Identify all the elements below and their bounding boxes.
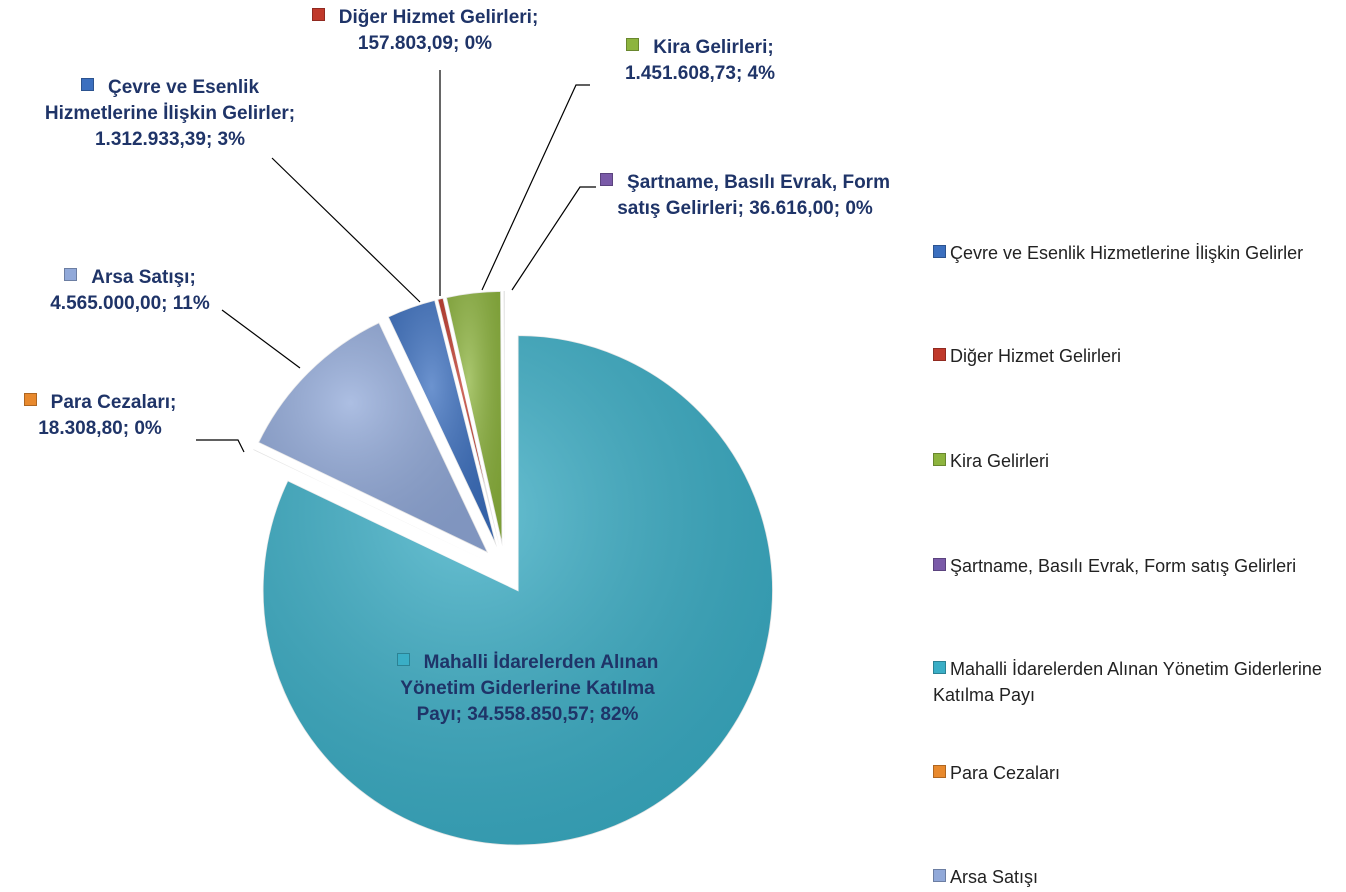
label-swatch — [396, 653, 410, 666]
legend-swatch — [933, 453, 946, 466]
leader-line — [271, 157, 421, 303]
label-sep: ; — [455, 704, 462, 725]
label-value: 1.312.933,39 — [94, 129, 206, 150]
legend-entry: Diğer Hizmet Gelirleri — [933, 343, 1343, 369]
data-label: Arsa Satışı; 4.565.000,00; 11% — [5, 265, 255, 317]
label-name: Şartname, Basılı Evrak, Form satış Gelir… — [617, 172, 890, 219]
legend-swatch — [933, 558, 946, 571]
label-value: 18.308,80 — [38, 418, 123, 439]
label-percent: 0% — [845, 198, 873, 219]
leader-line — [481, 84, 590, 291]
label-swatch — [600, 173, 614, 186]
legend-swatch — [933, 245, 946, 258]
legend-entry: Para Cezaları — [933, 760, 1343, 786]
label-sep: ; — [189, 267, 196, 288]
legend-swatch — [933, 348, 946, 361]
label-name: Çevre ve Esenlik Hizmetlerine İlişkin Ge… — [44, 77, 289, 124]
legend-label: Şartname, Basılı Evrak, Form satış Gelir… — [950, 556, 1297, 576]
label-sep: ; — [531, 7, 539, 28]
label-name: Mahalli İdarelerden Alınan Yönetim Gider… — [400, 652, 659, 725]
legend-label: Mahalli İdarelerden Alınan Yönetim Gider… — [933, 659, 1322, 705]
data-label: Çevre ve Esenlik Hizmetlerine İlişkin Ge… — [40, 75, 300, 153]
legend-swatch — [933, 765, 946, 778]
label-sep: ; — [737, 198, 744, 219]
legend-label: Arsa Satışı — [950, 867, 1039, 887]
legend-entry: Kira Gelirleri — [933, 448, 1343, 474]
label-percent: 11% — [172, 293, 210, 314]
data-label: Şartname, Basılı Evrak, Form satış Gelir… — [590, 170, 900, 222]
leader-line — [511, 186, 596, 291]
label-sep: ; — [161, 293, 168, 314]
label-value: 36.616,00 — [749, 198, 834, 219]
label-swatch — [80, 78, 94, 91]
label-sep: ; — [170, 392, 177, 413]
label-name: Diğer Hizmet Gelirleri — [338, 7, 532, 28]
label-sep: ; — [288, 103, 296, 124]
legend-label: Kira Gelirleri — [950, 451, 1050, 471]
label-swatch — [311, 8, 325, 21]
label-sep: ; — [205, 129, 213, 150]
legend-entry: Şartname, Basılı Evrak, Form satış Gelir… — [933, 553, 1343, 579]
legend-label: Para Cezaları — [950, 763, 1061, 783]
label-percent: 4% — [747, 63, 776, 84]
legend-entry: Arsa Satışı — [933, 864, 1343, 890]
data-label: Kira Gelirleri; 1.451.608,73; 4% — [585, 35, 815, 87]
label-name: Para Cezaları — [50, 392, 171, 413]
label-swatch — [23, 393, 37, 406]
leader-line — [196, 439, 245, 453]
label-swatch — [64, 268, 78, 281]
label-name: Kira Gelirleri — [653, 37, 768, 58]
legend-label: Diğer Hizmet Gelirleri — [950, 346, 1122, 366]
data-label: Diğer Hizmet Gelirleri; 157.803,09; 0% — [290, 5, 560, 57]
label-value: 34.558.850,57 — [467, 704, 589, 725]
label-name: Arsa Satışı — [91, 267, 190, 288]
label-sep: ; — [453, 33, 460, 54]
data-label: Para Cezaları; 18.308,80; 0% — [0, 390, 200, 442]
leader-line — [221, 309, 301, 369]
label-value: 157.803,09 — [357, 33, 453, 54]
label-swatch — [626, 38, 640, 51]
label-percent: 3% — [217, 129, 246, 150]
label-sep: ; — [588, 704, 596, 725]
legend-swatch — [933, 661, 946, 674]
legend-label: Çevre ve Esenlik Hizmetlerine İlişkin Ge… — [950, 243, 1304, 263]
legend-entry: Çevre ve Esenlik Hizmetlerine İlişkin Ge… — [933, 240, 1343, 266]
label-sep: ; — [767, 37, 774, 58]
legend-entry: Mahalli İdarelerden Alınan Yönetim Gider… — [933, 656, 1343, 708]
label-value: 1.451.608,73 — [624, 63, 736, 84]
legend-swatch — [933, 869, 946, 882]
pie-slice — [502, 290, 506, 547]
label-percent: 0% — [464, 33, 493, 54]
label-percent: 82% — [600, 704, 639, 725]
label-value: 4.565.000,00 — [50, 293, 162, 314]
label-sep: ; — [833, 198, 841, 219]
data-label: Mahalli İdarelerden Alınan Yönetim Gider… — [385, 650, 670, 728]
label-sep: ; — [735, 63, 743, 84]
label-percent: 0% — [134, 418, 162, 439]
label-sep: ; — [122, 418, 130, 439]
